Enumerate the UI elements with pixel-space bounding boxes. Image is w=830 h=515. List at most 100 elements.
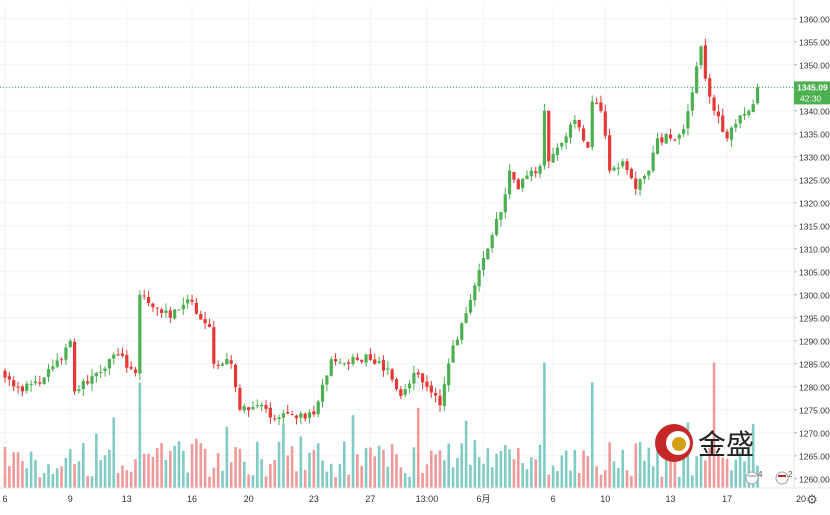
current-price-label-bg (794, 81, 830, 105)
overlays: 金盛 4 2 (0, 86, 794, 485)
volume-bar (430, 450, 433, 488)
candle-body (338, 362, 342, 364)
candle-body (677, 134, 681, 139)
candle-body (303, 413, 307, 419)
volume-bar (521, 462, 524, 488)
volume-bar (8, 466, 11, 488)
candle-body (7, 376, 11, 380)
candle-body (429, 385, 433, 393)
time-tick-label: 6月 (476, 494, 490, 504)
volume-bar (103, 455, 107, 488)
candle-body (368, 354, 372, 360)
candle-body (3, 370, 7, 378)
candle-body (212, 327, 216, 364)
volume-bar (664, 457, 668, 488)
event-flag-stripe (778, 475, 786, 477)
volume-bar (421, 472, 424, 488)
candle-body (738, 115, 742, 124)
price-tick-label: 1305.00 (799, 267, 830, 277)
volume-bar (290, 446, 294, 488)
volume-bar (329, 463, 333, 488)
candle-body (286, 411, 290, 414)
volume-bar (590, 382, 594, 488)
volume-bar (147, 453, 150, 488)
candle-body (155, 307, 159, 309)
candle-body (116, 354, 120, 356)
candle-body (51, 366, 55, 370)
candle-body (242, 406, 246, 411)
candle-body (708, 78, 712, 97)
gear-icon[interactable]: ⚙ (806, 492, 818, 507)
candle-body (290, 414, 294, 416)
price-tick-label: 1360.00 (799, 14, 830, 24)
current-price-label: 1345.09 (797, 82, 828, 92)
volume-bar (164, 459, 168, 488)
candle-body (73, 341, 77, 392)
candle-body (460, 323, 464, 340)
volume-bar (717, 454, 720, 488)
candle-body (16, 386, 20, 388)
volume-bar (247, 474, 250, 488)
volume-bar (599, 474, 603, 488)
candle-body (603, 111, 607, 136)
candle-body (629, 168, 633, 179)
candle-body (442, 384, 446, 407)
candle-body (577, 119, 581, 128)
price-tick-label: 1265.00 (799, 451, 830, 461)
volume-bar (73, 463, 76, 488)
volume-bar (721, 457, 725, 488)
volume-bar (90, 476, 94, 488)
candle-body (664, 134, 668, 144)
volume-bar (416, 407, 420, 488)
candle-body (438, 395, 442, 406)
volume-bar (182, 450, 185, 488)
candle-body (294, 415, 299, 419)
price-tick-label: 1300.00 (799, 290, 830, 300)
volume-bar (682, 435, 685, 488)
candle-body (342, 363, 346, 365)
volume-bar (173, 445, 176, 488)
volume-bar (51, 473, 55, 488)
volume-bar (482, 463, 485, 488)
candle-body (642, 176, 647, 179)
candle-body (25, 383, 29, 391)
candle-body (12, 380, 16, 387)
volume-bar (499, 450, 503, 488)
volume-bar (530, 457, 533, 488)
volume-bar (608, 442, 611, 488)
volume-bar (347, 474, 350, 488)
volume-bar (77, 461, 81, 488)
volume-bar (221, 470, 224, 488)
candle-body (673, 139, 677, 141)
candle-body (112, 354, 116, 359)
volume-bar (425, 464, 429, 488)
candle-body (312, 411, 316, 415)
candle-body (690, 92, 694, 111)
volume-bar (134, 459, 137, 488)
volume-bar (560, 455, 564, 488)
candle-body (451, 345, 455, 363)
candle-body (525, 175, 529, 180)
price-tick-label: 1350.00 (799, 60, 830, 70)
candle-body (64, 347, 68, 360)
volume-bar (517, 447, 520, 488)
candle-body (573, 120, 577, 124)
candle-body (199, 314, 203, 320)
volume-bar (334, 477, 337, 488)
volume-bar (82, 443, 85, 488)
volume-bar (564, 450, 568, 488)
candle-body (86, 381, 90, 384)
candle-body (616, 167, 620, 169)
volume-bar (625, 470, 629, 488)
time-tick-label: 13 (666, 494, 676, 504)
volume-bar (538, 444, 542, 488)
candle-body (364, 354, 368, 363)
candle-body (90, 375, 94, 384)
candle-body (751, 104, 755, 113)
volume-bar (169, 450, 172, 488)
time-tick-label: 17 (722, 494, 732, 504)
volume-bar (299, 436, 303, 488)
candle-body (564, 136, 568, 143)
candle-body (33, 381, 38, 384)
